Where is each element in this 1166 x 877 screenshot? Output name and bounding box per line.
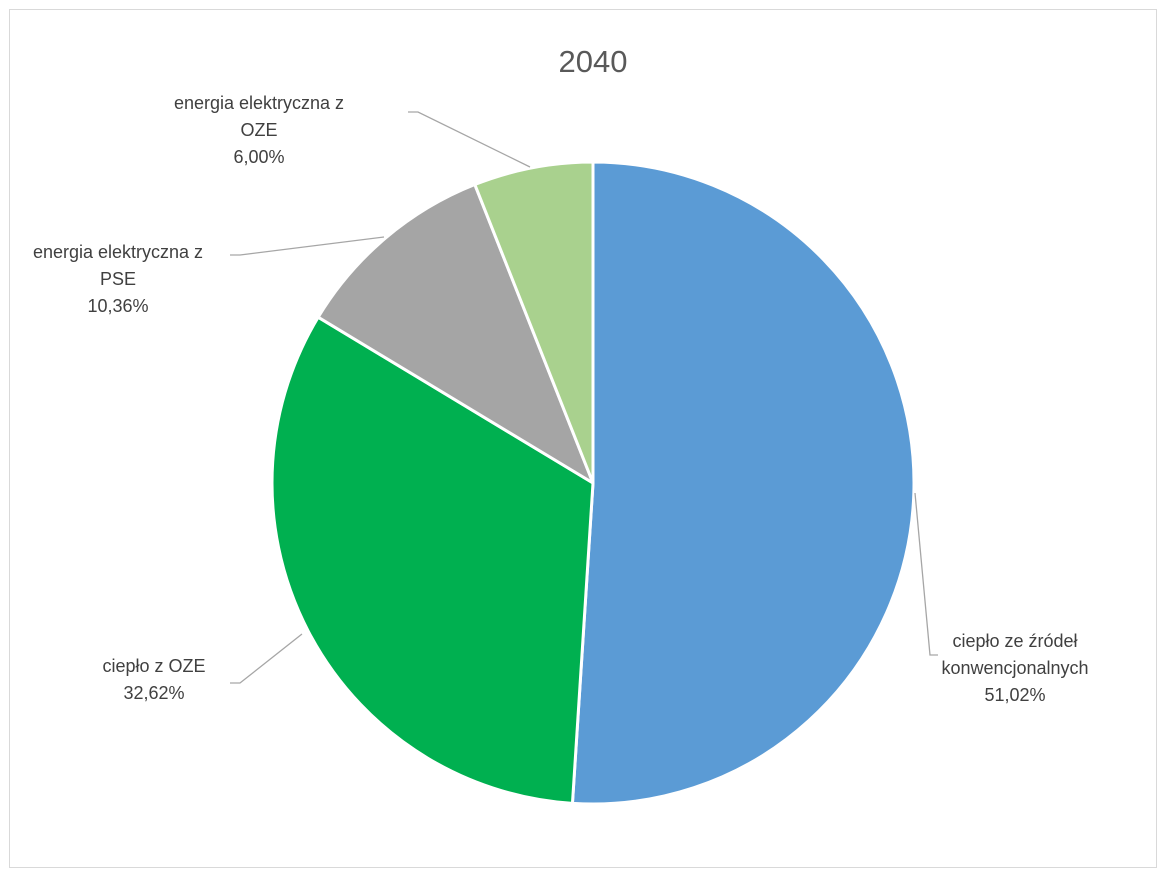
data-labels: ciepło ze źródeł konwencjonalnych 51,02% ci… (33, 93, 1089, 705)
data-label-cieplo-ze-zrodel-konwencjonalnych: ciepło ze źródeł konwencjonalnych 51,02% (941, 631, 1088, 705)
data-label-energia-elektryczna-z-oze: energia elektryczna z OZE 6,00% (174, 93, 344, 167)
pie-slice-cieplo-z-oze (270, 315, 595, 805)
chart-title: 2040 (559, 44, 628, 79)
pie-slice-energia-elektryczna-z-oze (473, 160, 595, 485)
data-label-energia-elektryczna-z-pse: energia elektryczna z PSE 10,36% (33, 242, 203, 316)
leader-line-energia-elektryczna-z-oze (408, 111, 531, 168)
leader-line-cieplo-ze-zrodel-konwencjonalnych (914, 492, 938, 656)
data-label-cieplo-z-oze: ciepło z OZE 32,62% (102, 656, 205, 703)
pie-slice-cieplo-ze-zrodel-konwencjonalnych (570, 160, 916, 806)
leader-lines (230, 111, 938, 684)
leader-line-cieplo-z-oze (230, 633, 303, 684)
pie-slice-energia-elektryczna-z-pse (316, 183, 595, 485)
leader-line-energia-elektryczna-z-pse (230, 236, 385, 256)
pie-slices (270, 160, 916, 806)
